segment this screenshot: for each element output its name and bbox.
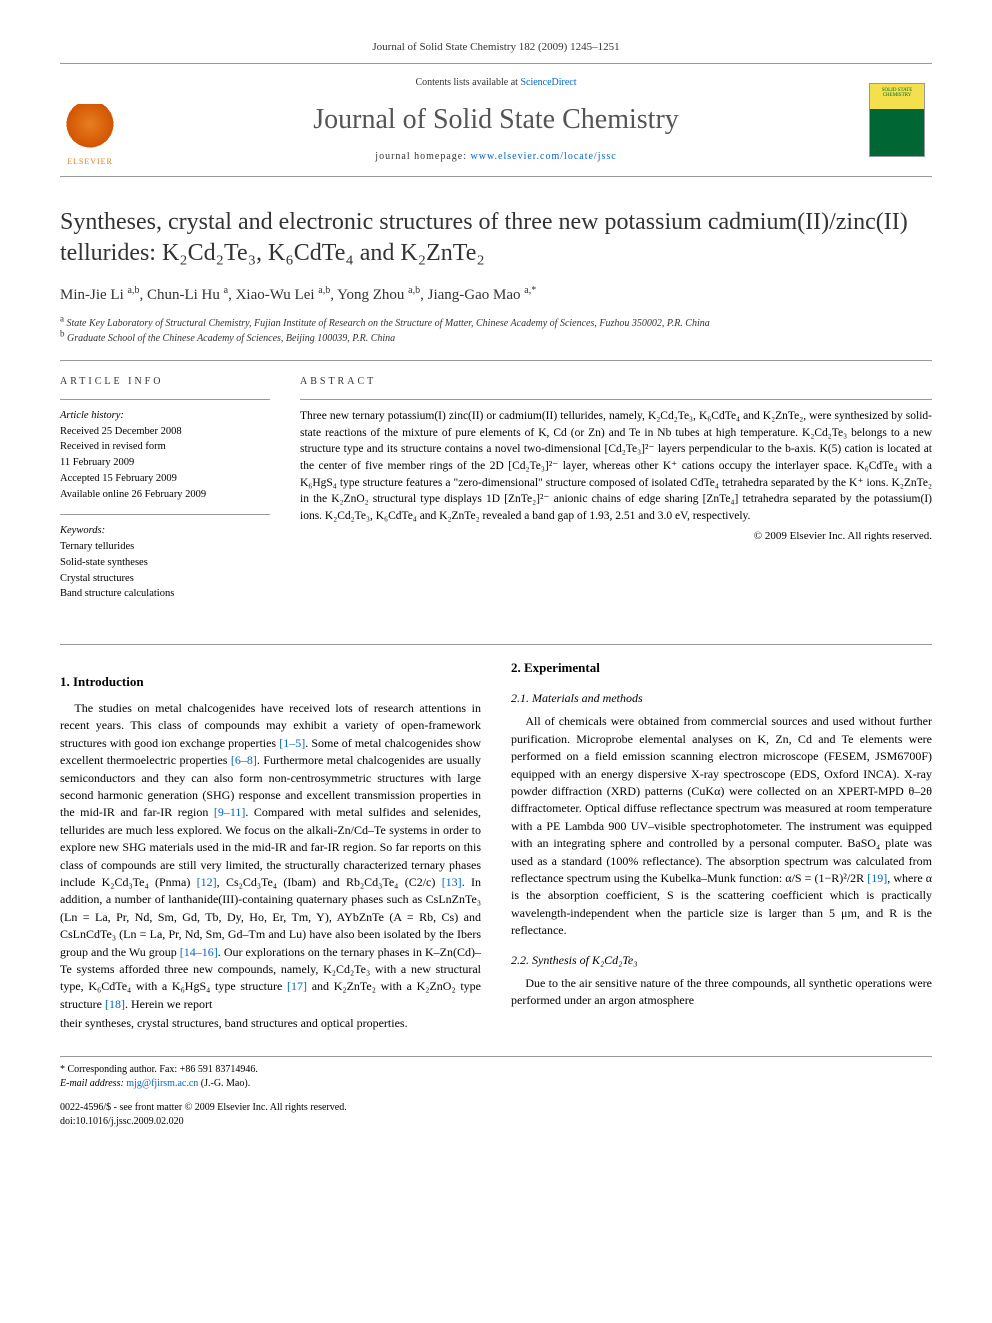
intro-paragraph-1: The studies on metal chalcogenides have …	[60, 700, 481, 1013]
front-matter-line: 0022-4596/$ - see front matter © 2009 El…	[60, 1101, 932, 1115]
section-2-heading: 2. Experimental	[511, 659, 932, 678]
homepage-link[interactable]: www.elsevier.com/locate/jssc	[471, 151, 617, 162]
abstract-heading: ABSTRACT	[300, 375, 932, 389]
corresponding-author: * Corresponding author. Fax: +86 591 837…	[60, 1063, 932, 1091]
keywords-block: Keywords: Ternary telluridesSolid-state …	[60, 514, 270, 602]
page-footer: * Corresponding author. Fax: +86 591 837…	[60, 1056, 932, 1129]
info-abstract-row: ARTICLE INFO Article history: Received 2…	[60, 375, 932, 614]
history-line: Available online 26 February 2009	[60, 487, 270, 503]
divider-bottom	[60, 644, 932, 645]
section-2-2-heading: 2.2. Synthesis of K₂Cd₂Te₃	[511, 952, 932, 969]
article-info-column: ARTICLE INFO Article history: Received 2…	[60, 375, 270, 614]
elsevier-tree-icon	[65, 104, 115, 154]
journal-cover-thumbnail	[869, 83, 925, 157]
article-title: Syntheses, crystal and electronic struct…	[60, 207, 932, 269]
keyword-line: Solid-state syntheses	[60, 555, 270, 571]
section-1-heading: 1. Introduction	[60, 673, 481, 692]
keyword-line: Band structure calculations	[60, 586, 270, 602]
sciencedirect-link[interactable]: ScienceDirect	[520, 77, 576, 88]
history-line: Received 25 December 2008	[60, 424, 270, 440]
elsevier-text: ELSEVIER	[67, 156, 113, 167]
materials-paragraph: All of chemicals were obtained from comm…	[511, 713, 932, 939]
homepage-prefix: journal homepage:	[375, 151, 470, 162]
history-label: Article history:	[60, 408, 270, 424]
contents-line: Contents lists available at ScienceDirec…	[140, 76, 852, 90]
article-info-heading: ARTICLE INFO	[60, 375, 270, 389]
corr-email-line: E-mail address: mjg@fjirsm.ac.cn (J.-G. …	[60, 1077, 932, 1091]
history-line: Accepted 15 February 2009	[60, 471, 270, 487]
cover-thumb-area	[862, 72, 932, 167]
affiliation-line: b Graduate School of the Chinese Academy…	[60, 331, 932, 346]
affiliation-line: a State Key Laboratory of Structural Che…	[60, 316, 932, 331]
elsevier-logo: ELSEVIER	[60, 98, 120, 168]
journal-banner: ELSEVIER Contents lists available at Sci…	[60, 63, 932, 176]
journal-name: Journal of Solid State Chemistry	[140, 100, 852, 139]
keyword-line: Ternary tellurides	[60, 539, 270, 555]
abstract-column: ABSTRACT Three new ternary potassium(I) …	[300, 375, 932, 614]
doi-line: doi:10.1016/j.jssc.2009.02.020	[60, 1115, 932, 1129]
synthesis-paragraph: Due to the air sensitive nature of the t…	[511, 975, 932, 1010]
section-2-1-heading: 2.1. Materials and methods	[511, 690, 932, 707]
contents-prefix: Contents lists available at	[415, 77, 520, 88]
body-columns: 1. Introduction The studies on metal cha…	[60, 659, 932, 1032]
citation-line: Journal of Solid State Chemistry 182 (20…	[60, 40, 932, 55]
history-line: 11 February 2009	[60, 455, 270, 471]
affiliations: a State Key Laboratory of Structural Che…	[60, 316, 932, 346]
abstract-copyright: © 2009 Elsevier Inc. All rights reserved…	[300, 529, 932, 544]
abstract-text: Three new ternary potassium(I) zinc(II) …	[300, 399, 932, 525]
corr-fax: * Corresponding author. Fax: +86 591 837…	[60, 1063, 932, 1077]
intro-continuation: their syntheses, crystal structures, ban…	[60, 1015, 481, 1032]
homepage-line: journal homepage: www.elsevier.com/locat…	[140, 150, 852, 164]
publisher-logo-area: ELSEVIER	[60, 72, 130, 167]
email-link[interactable]: mjg@fjirsm.ac.cn	[126, 1078, 198, 1089]
email-label: E-mail address:	[60, 1078, 126, 1089]
article-history-block: Article history: Received 25 December 20…	[60, 399, 270, 503]
history-line: Received in revised form	[60, 439, 270, 455]
divider-top	[60, 360, 932, 361]
keywords-label: Keywords:	[60, 523, 270, 539]
keyword-line: Crystal structures	[60, 571, 270, 587]
banner-center: Contents lists available at ScienceDirec…	[130, 72, 862, 167]
authors-line: Min-Jie Li a,b, Chun-Li Hu a, Xiao-Wu Le…	[60, 285, 932, 306]
email-who: (J.-G. Mao).	[198, 1078, 250, 1089]
